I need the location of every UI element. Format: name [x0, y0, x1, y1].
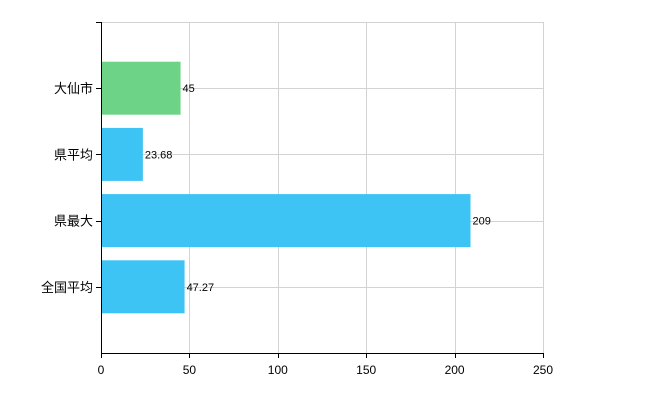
axes — [96, 22, 544, 358]
bar-1 — [101, 127, 143, 181]
data-label-2: 209 — [473, 216, 491, 228]
category-label-2: 県最大 — [54, 215, 93, 230]
x-tick-label-4: 200 — [445, 363, 465, 377]
data-label-1: 23.68 — [145, 149, 173, 161]
bars — [101, 61, 471, 314]
category-label-3: 全国平均 — [41, 280, 93, 296]
x-tick-label-2: 100 — [268, 363, 288, 377]
bar-0 — [101, 61, 181, 115]
data-label-0: 45 — [183, 83, 195, 95]
category-label-0: 大仙市 — [54, 81, 93, 97]
labels: 45 大仙市 23.68 県平均 209 県最大 47.27 全国平均 0 50 100 150 200… — [41, 81, 553, 377]
bar-2 — [101, 194, 471, 248]
x-tick-label-1: 50 — [183, 363, 197, 377]
x-tick-label-3: 150 — [356, 363, 376, 377]
x-tick-label-0: 0 — [98, 363, 105, 377]
category-label-1: 県平均 — [54, 148, 93, 163]
x-tick-label-5: 250 — [533, 363, 553, 377]
bar-3 — [101, 260, 185, 314]
data-label-3: 47.27 — [187, 282, 215, 294]
